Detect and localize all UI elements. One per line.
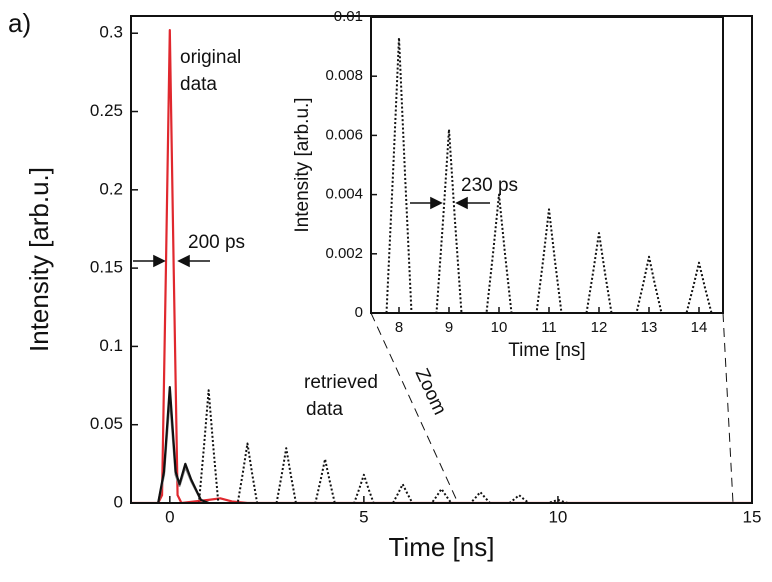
- y-tick-label: 0.008: [325, 67, 363, 84]
- y-tick-label: 0.002: [325, 245, 363, 262]
- plot-area: [371, 17, 723, 313]
- y-tick-label: 0.006: [325, 126, 363, 143]
- x-tick-label: 14: [691, 319, 708, 336]
- x-tick-label: 15: [743, 507, 762, 526]
- inset-plot: 8 9 10 11 12 13 14 0 0.002 0.004 0.006 0.008 0.01 Tim…: [292, 8, 724, 361]
- x-tick-label: 5: [359, 507, 368, 526]
- annotation: original: [180, 47, 241, 68]
- y-tick-label: 0.05: [90, 414, 123, 433]
- y-axis-label: Intensity [arb.u.]: [24, 167, 54, 352]
- x-tick-label: 13: [641, 319, 658, 336]
- annotation: 200 ps: [188, 232, 245, 253]
- y-tick-label: 0.25: [90, 101, 123, 120]
- y-tick-label: 0.2: [99, 179, 123, 198]
- y-tick-label: 0.01: [334, 8, 363, 25]
- panel-label: a): [8, 8, 31, 38]
- annotation: retrieved: [304, 372, 378, 393]
- data-line: [374, 36, 719, 313]
- arrow-head: [430, 196, 443, 210]
- data-layer: [131, 28, 752, 503]
- zoom-line: [722, 312, 734, 504]
- annotation: data: [180, 74, 217, 95]
- y-tick-label: 0.1: [99, 336, 123, 355]
- x-tick-label: 0: [165, 507, 174, 526]
- x-tick-label: 10: [491, 319, 508, 336]
- zoom-line: [370, 312, 459, 504]
- y-tick-label: 0: [114, 492, 123, 511]
- x-axis-label: Time [ns]: [508, 340, 585, 361]
- y-tick-label: 0.004: [325, 186, 363, 203]
- x-tick-label: 11: [541, 319, 557, 336]
- data-line: [131, 28, 752, 503]
- data-line: [157, 386, 210, 503]
- y-axis-label: Intensity [arb.u.]: [292, 97, 313, 232]
- data-layer: [374, 36, 719, 313]
- y-tick-label: 0: [355, 304, 363, 321]
- x-axis-label: Time [ns]: [389, 532, 495, 562]
- arrow-head: [153, 254, 166, 268]
- x-tick-label: 12: [591, 319, 608, 336]
- annotation: data: [306, 399, 343, 420]
- arrows: [133, 196, 490, 268]
- arrow-head: [455, 196, 468, 210]
- annotation: 230 ps: [461, 175, 518, 196]
- y-tick-label: 0.15: [90, 258, 123, 277]
- x-tick-label: 10: [548, 507, 567, 526]
- x-tick-label: 8: [395, 319, 403, 336]
- arrow-head: [177, 254, 190, 268]
- data-line: [131, 389, 752, 503]
- y-tick-label: 0.3: [99, 23, 123, 42]
- plot-frame: [370, 16, 724, 314]
- x-tick-label: 9: [445, 319, 453, 336]
